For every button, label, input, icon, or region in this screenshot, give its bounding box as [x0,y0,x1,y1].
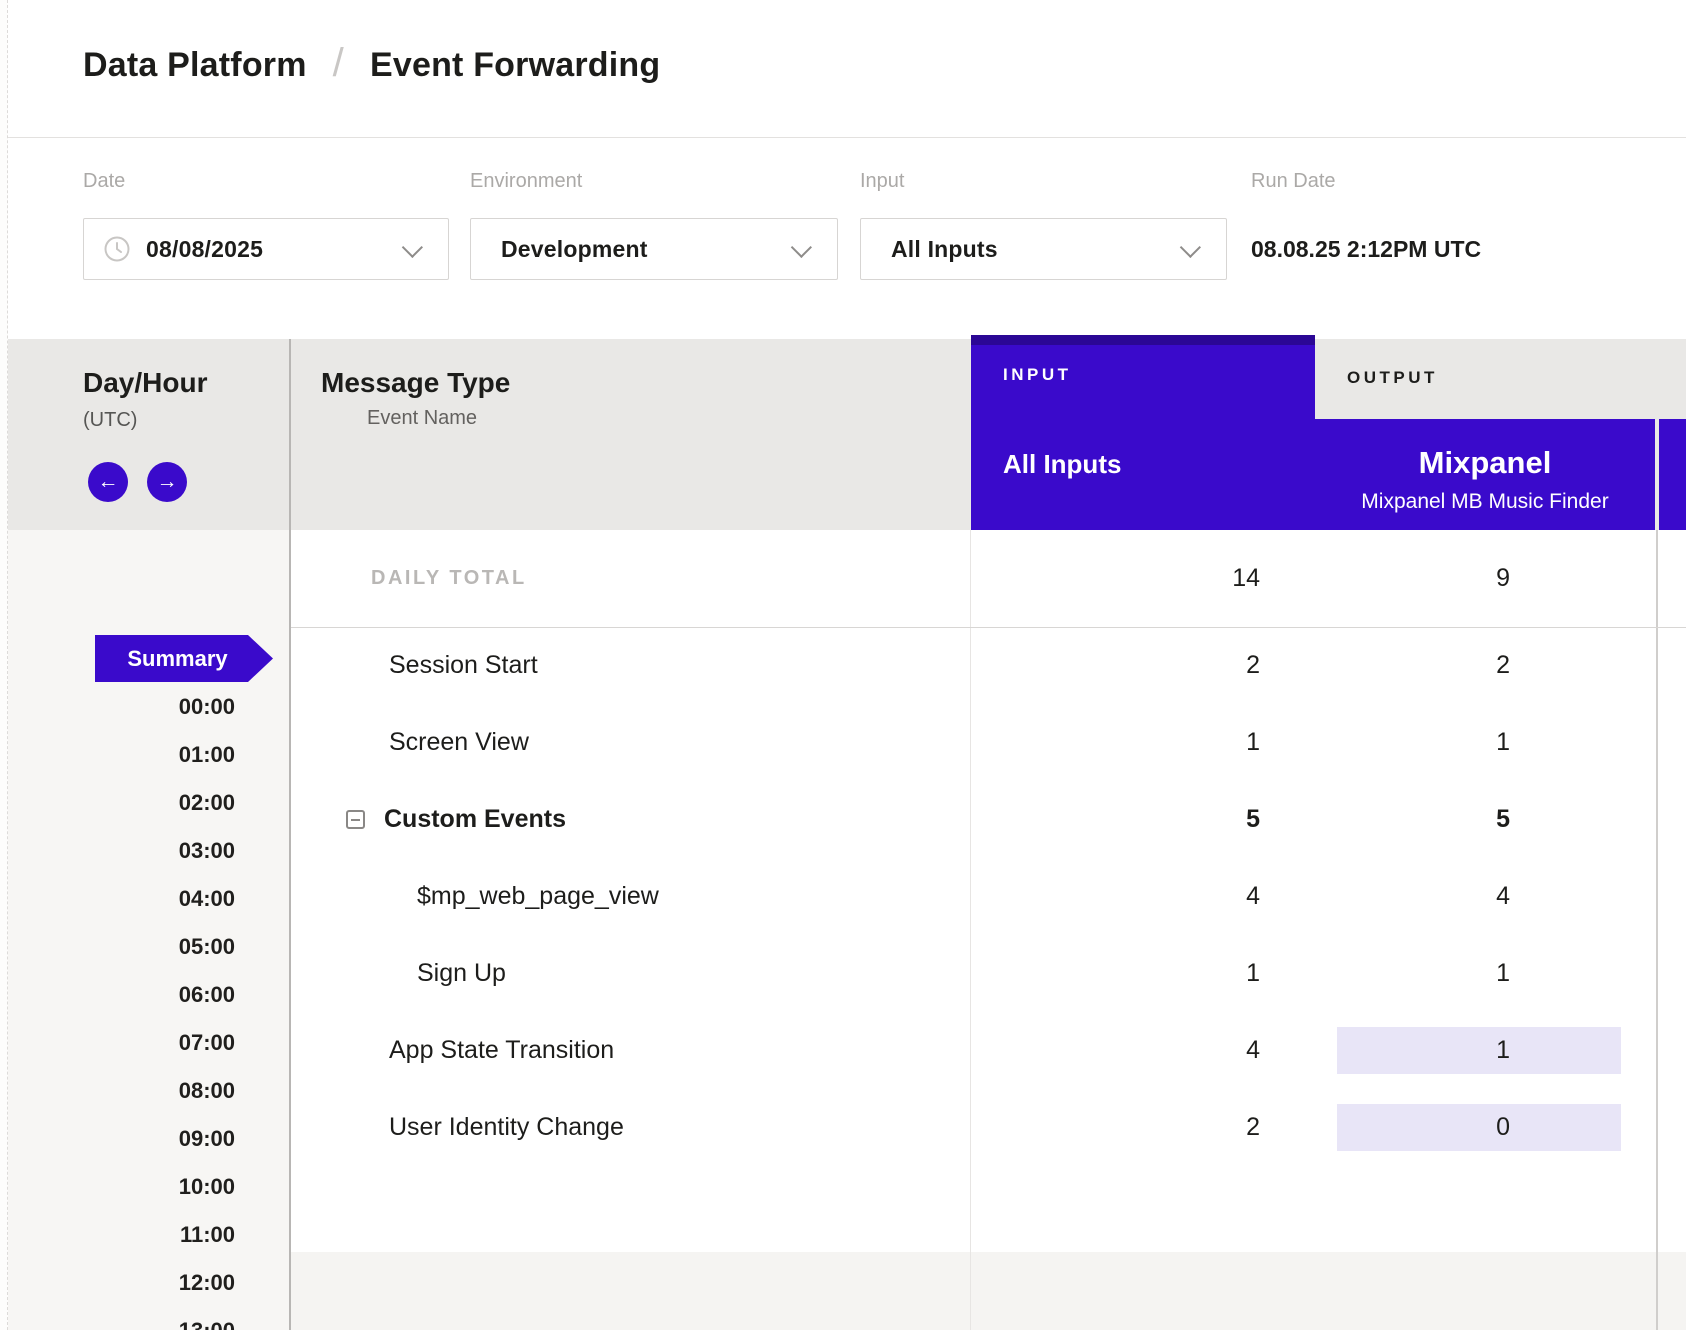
daily-total-output-value: 9 [1315,530,1510,627]
date-value: 08/08/2025 [146,236,263,263]
previous-day-button[interactable]: ← [88,462,128,502]
mixpanel-column-header: Mixpanel Mixpanel MB Music Finder [1315,419,1655,530]
day-hour-column-divider [289,339,291,1330]
hour-label[interactable]: 01:00 [100,742,235,768]
chevron-down-icon [791,236,812,257]
collapse-icon[interactable] [346,810,365,829]
row-input-value: 2 [971,1089,1260,1166]
hour-label[interactable]: 02:00 [100,790,235,816]
input-column-header: INPUT All Inputs [971,335,1315,530]
message-type-title: Message Type [321,367,510,399]
mixpanel-subtitle: Mixpanel MB Music Finder [1315,490,1655,514]
next-output-column-partial [1659,419,1686,530]
row-name: User Identity Change [389,1089,624,1166]
row-input-value: 4 [971,858,1260,935]
event-forwarding-page: Data Platform / Event Forwarding Date En… [0,0,1686,1330]
date-dropdown[interactable]: 08/08/2025 [83,218,449,280]
row-output-value: 2 [1315,627,1510,704]
hour-label[interactable]: 13:00 [100,1318,235,1330]
row-output-value: 5 [1315,781,1510,858]
table-footer-band [291,1252,1686,1330]
event-name-subtitle: Event Name [367,407,477,430]
hour-label[interactable]: 09:00 [100,1126,235,1152]
hour-label[interactable]: 05:00 [100,934,235,960]
row-name: Session Start [389,627,538,704]
run-date-label: Run Date [1251,170,1336,193]
mixpanel-title: Mixpanel [1315,445,1655,481]
input-header-cap [971,335,1315,345]
environment-dropdown[interactable]: Development [470,218,838,280]
hour-label[interactable]: 03:00 [100,838,235,864]
daily-total-input-value: 14 [971,530,1260,627]
breadcrumb: Data Platform / Event Forwarding [83,43,660,88]
hour-label[interactable]: 00:00 [100,694,235,720]
day-hour-title: Day/Hour [83,367,207,399]
hour-label[interactable]: 12:00 [100,1270,235,1296]
breadcrumb-page: Event Forwarding [370,46,660,85]
clock-icon [104,236,130,262]
row-name: $mp_web_page_view [417,858,659,935]
day-hour-subtitle: (UTC) [83,409,137,432]
header-divider [0,137,1686,138]
input-dropdown[interactable]: All Inputs [860,218,1227,280]
breadcrumb-section[interactable]: Data Platform [83,46,307,85]
row-name: App State Transition [389,1012,614,1089]
hour-label[interactable]: 08:00 [100,1078,235,1104]
date-filter-label: Date [83,170,125,193]
chevron-down-icon [402,236,423,257]
row-input-value: 2 [971,627,1260,704]
hour-label[interactable]: 11:00 [100,1222,235,1248]
input-header-value: All Inputs [1003,449,1121,480]
row-input-value: 1 [971,935,1260,1012]
row-input-value: 5 [971,781,1260,858]
hour-label[interactable]: 06:00 [100,982,235,1008]
summary-badge-label: Summary [95,635,248,682]
row-output-value: 0 [1315,1089,1510,1166]
arrow-left-icon: ← [98,470,119,494]
hour-label[interactable]: 10:00 [100,1174,235,1200]
row-output-value: 1 [1315,704,1510,781]
row-input-value: 1 [971,704,1260,781]
input-header-label: INPUT [1003,365,1072,385]
arrow-right-icon: → [157,470,178,494]
row-input-value: 4 [971,1012,1260,1089]
hour-label[interactable]: 04:00 [100,886,235,912]
run-date-value: 08.08.25 2:12PM UTC [1251,236,1481,263]
output-column-divider [1656,530,1658,1330]
row-output-value: 1 [1315,1012,1510,1089]
chevron-down-icon [1180,236,1201,257]
input-value: All Inputs [891,236,998,263]
row-name: Custom Events [346,781,566,858]
row-output-value: 1 [1315,935,1510,1012]
environment-value: Development [501,236,648,263]
row-name: Screen View [389,704,529,781]
next-day-button[interactable]: → [147,462,187,502]
breadcrumb-separator: / [333,41,344,86]
environment-filter-label: Environment [470,170,582,193]
daily-total-label: DAILY TOTAL [371,530,527,627]
hour-label[interactable]: 07:00 [100,1030,235,1056]
row-output-value: 4 [1315,858,1510,935]
left-edge-gutter [0,0,8,1330]
output-header-label: OUTPUT [1347,368,1438,388]
input-filter-label: Input [860,170,904,193]
row-name: Sign Up [417,935,506,1012]
